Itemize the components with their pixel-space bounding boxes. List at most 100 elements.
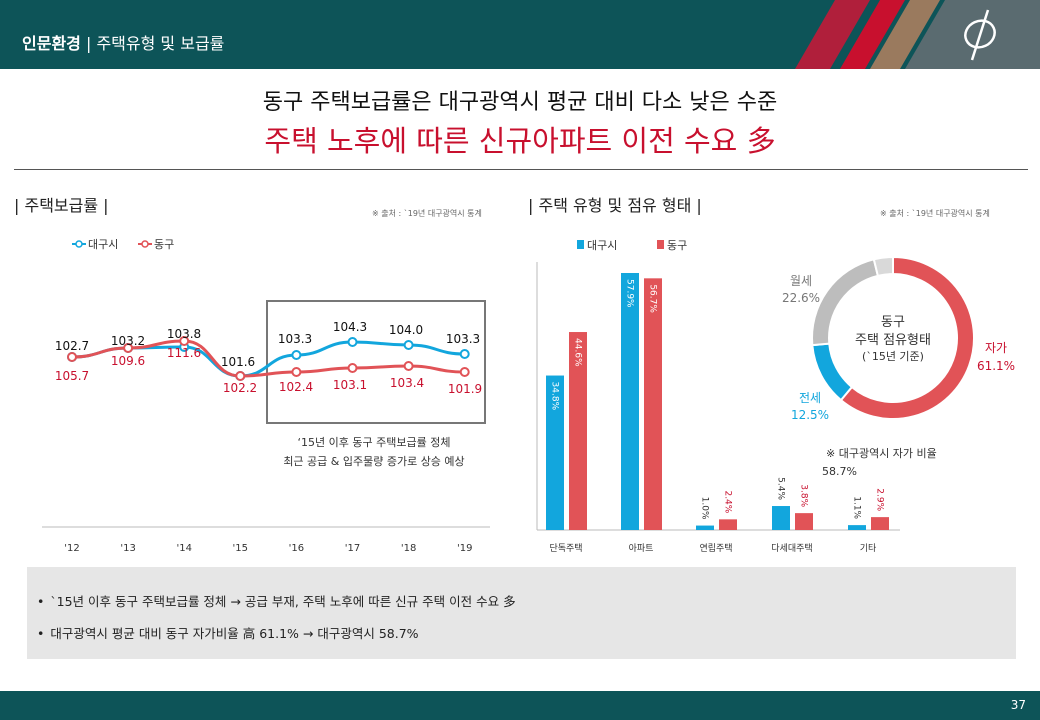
bar-1-3 bbox=[795, 513, 813, 530]
line-value-label-1-5: 103.1 bbox=[333, 378, 367, 392]
bar-chart-legend: 대구시 동구 bbox=[577, 239, 687, 252]
bar-legend-swatch-1 bbox=[657, 240, 664, 249]
footer-bar: 37 bbox=[0, 691, 1040, 720]
page-number: 37 bbox=[1010, 698, 1026, 712]
line-value-label-0-5: 104.3 bbox=[333, 320, 367, 334]
line-point-1-1 bbox=[123, 343, 134, 353]
right-panel-title: | 주택 유형 및 점유 형태 | bbox=[528, 196, 702, 215]
line-value-label-0-0: 102.7 bbox=[55, 339, 89, 353]
left-panel-source: ※ 출처 : `19년 대구광역시 통계 bbox=[372, 209, 482, 218]
line-x-tick-4: '16 bbox=[289, 543, 304, 554]
line-point-0-4 bbox=[291, 350, 302, 360]
donut-slice-3 bbox=[872, 255, 894, 278]
line-point-1-7 bbox=[459, 367, 470, 377]
bar-1-0 bbox=[569, 332, 587, 530]
donut-slice-0 bbox=[839, 255, 975, 420]
right-panel-source: ※ 출처 : `19년 대구광역시 통계 bbox=[880, 209, 990, 218]
line-value-label-1-2: 111.6 bbox=[167, 346, 201, 360]
bar-x-tick-4: 기타 bbox=[860, 543, 877, 554]
line-point-1-5 bbox=[347, 363, 358, 373]
donut-label-value-2: 22.6% bbox=[782, 291, 820, 305]
line-x-ticks: '12 '13 '14 '15 '16 '17 '18 '19 bbox=[64, 543, 472, 554]
summary-item-2: • 대구광역시 평균 대비 동구 자가비율 高 61.1% → 대구광역시 58.… bbox=[37, 626, 419, 641]
daegu-ratio-value: 58.7% bbox=[822, 465, 857, 478]
bar-legend-label-1: 동구 bbox=[667, 239, 687, 252]
donut-labels: 자가 61.1% 전세 12.5% 월세 22.6% bbox=[782, 274, 1015, 422]
line-value-label-0-6: 104.0 bbox=[389, 323, 423, 337]
donut-center-line-3: (`15년 기준) bbox=[862, 350, 924, 363]
bar-value-label-0-4: 1.1% bbox=[852, 496, 862, 519]
bar-0-0 bbox=[546, 375, 564, 530]
line-value-label-0-3: 101.6 bbox=[221, 355, 255, 369]
decorative-stripes bbox=[795, 0, 1040, 69]
left-panel-title: | 주택보급률 | bbox=[14, 196, 109, 215]
annotation-line-1: ‘15년 이후 동구 주택보급률 정체 bbox=[298, 436, 451, 449]
line-value-label-0-7: 103.3 bbox=[446, 332, 480, 346]
headline-primary: 동구 주택보급률은 대구광역시 평균 대비 다소 낮은 수준 bbox=[262, 90, 778, 115]
line-x-tick-2: '14 bbox=[176, 543, 191, 554]
summary-item-1: • `15년 이후 동구 주택보급률 정체 → 공급 부재, 주택 노후에 따른 … bbox=[37, 594, 516, 609]
bar-value-label-1-1: 56.7% bbox=[648, 284, 658, 313]
line-point-0-5 bbox=[347, 337, 358, 347]
donut-label-value-1: 12.5% bbox=[791, 408, 829, 422]
line-value-label-1-1: 109.6 bbox=[111, 354, 145, 368]
line-legend-marker-0 bbox=[75, 240, 83, 248]
bar-value-label-0-0: 34.8% bbox=[550, 382, 560, 411]
line-x-tick-0: '12 bbox=[64, 543, 79, 554]
donut-slices bbox=[811, 255, 975, 420]
donut-label-name-0: 자가 bbox=[985, 341, 1007, 355]
highlight-box bbox=[266, 300, 486, 424]
line-legend-label-1: 동구 bbox=[154, 238, 174, 251]
line-value-label-1-0: 105.7 bbox=[55, 369, 89, 383]
bar-value-label-0-1: 57.9% bbox=[625, 279, 635, 308]
line-value-label-0-4: 103.3 bbox=[278, 332, 312, 346]
bar-legend-label-0: 대구시 bbox=[587, 239, 617, 252]
bar-0-4 bbox=[848, 525, 866, 530]
divider bbox=[14, 169, 1028, 170]
bar-value-label-1-3: 3.8% bbox=[799, 484, 809, 507]
bar-value-label-1-2: 2.4% bbox=[723, 490, 733, 513]
donut-label-value-0: 61.1% bbox=[977, 359, 1015, 373]
charts-canvas: 대구시 동구 '12'13'14'15'16'17'18'19 102.7 103.… bbox=[42, 238, 1015, 554]
line-x-tick-5: '17 bbox=[345, 543, 360, 554]
header-title: 인문환경 | 주택유형 및 보급률 bbox=[22, 30, 224, 54]
bar-0-2 bbox=[696, 525, 714, 530]
line-point-0-6 bbox=[403, 340, 414, 350]
bar-value-label-1-4: 2.9% bbox=[875, 488, 885, 511]
housing-type-bar-chart: 대구시 동구 34.8% 44.6% 단독주택 57.9% 56.7% 아파트 1.0% 2.4… bbox=[536, 239, 900, 554]
line-legend-marker-1 bbox=[141, 240, 149, 248]
line-value-label-0-2: 103.8 bbox=[167, 327, 201, 341]
donut-center-line-2: 주택 점유형태 bbox=[855, 333, 931, 348]
line-x-tick-3: '15 bbox=[233, 543, 248, 554]
housing-supply-line-chart: 대구시 동구 '12 '13 '14 '15 '16 '17 '18 '19 102.7 103.… bbox=[42, 238, 490, 554]
line-value-label-0-1: 103.2 bbox=[111, 334, 145, 348]
line-value-label-1-6: 103.4 bbox=[390, 376, 424, 390]
line-value-label-1-3: 102.2 bbox=[223, 381, 257, 395]
line-point-1-4 bbox=[291, 367, 302, 377]
bar-x-tick-2: 연립주택 bbox=[699, 543, 732, 554]
bar-x-tick-1: 아파트 bbox=[629, 543, 654, 554]
line-point-0-7 bbox=[459, 349, 470, 359]
donut-label-name-2: 월세 bbox=[790, 274, 812, 288]
header-separator: | bbox=[80, 34, 97, 53]
summary-box: • `15년 이후 동구 주택보급률 정체 → 공급 부재, 주택 노후에 따른 … bbox=[27, 567, 1016, 659]
bar-1-4 bbox=[871, 517, 889, 530]
bar-1-1 bbox=[644, 278, 662, 530]
bar-x-tick-3: 다세대주택 bbox=[771, 543, 812, 554]
bar-legend-swatch-0 bbox=[577, 240, 584, 249]
line-series-group: 102.7 103.2 103.8 101.6 103.3 104.3 104.0 103.3… bbox=[55, 320, 482, 396]
summary-text-2: 대구광역시 평균 대비 동구 자가비율 高 61.1% → 대구광역시 58.7… bbox=[50, 626, 419, 641]
donut-label-name-1: 전세 bbox=[799, 391, 821, 405]
logo-icon bbox=[964, 9, 996, 61]
line-x-tick-6: '18 bbox=[401, 543, 416, 554]
headline-secondary: 주택 노후에 따른 신규아파트 이전 수요 多 bbox=[264, 124, 776, 158]
line-legend-label-0: 대구시 bbox=[88, 238, 118, 251]
line-point-1-3 bbox=[235, 371, 246, 381]
daegu-ratio-label: ※ 대구광역시 자가 비율 bbox=[826, 447, 937, 460]
header-subtitle: 주택유형 및 보급률 bbox=[96, 34, 225, 53]
summary-text-1: `15년 이후 동구 주택보급률 정체 → 공급 부재, 주택 노후에 따른 신… bbox=[50, 594, 516, 609]
line-point-1-6 bbox=[403, 361, 414, 371]
header-bar: 인문환경 | 주택유형 및 보급률 bbox=[0, 0, 1040, 69]
line-x-tick-7: '19 bbox=[457, 543, 472, 554]
bars-group: 34.8% 44.6% 단독주택 57.9% 56.7% 아파트 1.0% 2.4% 연립주택 5… bbox=[546, 273, 889, 554]
